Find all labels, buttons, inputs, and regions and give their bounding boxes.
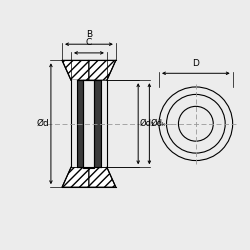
Text: D: D	[192, 59, 199, 68]
Polygon shape	[89, 167, 116, 187]
Polygon shape	[62, 60, 89, 80]
Circle shape	[166, 94, 225, 153]
Polygon shape	[62, 167, 89, 187]
Text: C: C	[86, 38, 92, 48]
Bar	[84, 80, 94, 168]
Bar	[101, 80, 107, 167]
Polygon shape	[89, 60, 116, 80]
Circle shape	[178, 106, 213, 141]
Bar	[77, 80, 101, 167]
Text: Ød: Ød	[36, 119, 49, 128]
Text: Ødₖ: Ødₖ	[151, 119, 166, 128]
Circle shape	[159, 87, 233, 160]
Text: B: B	[86, 30, 92, 39]
Bar	[71, 80, 77, 167]
Text: Ød₁: Ød₁	[140, 119, 155, 128]
